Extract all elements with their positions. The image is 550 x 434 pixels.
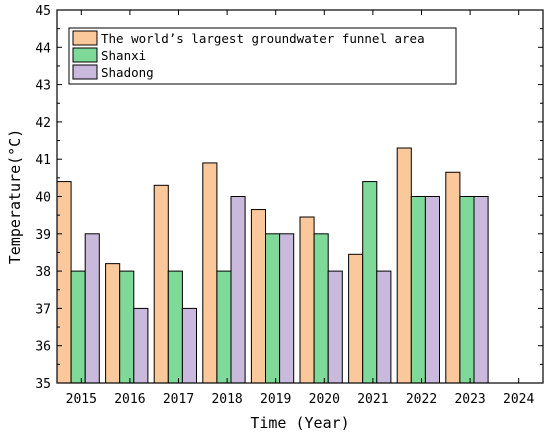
y-tick-label: 37 bbox=[35, 302, 51, 317]
y-tick-label: 41 bbox=[35, 153, 51, 168]
bars-layer bbox=[56, 147, 489, 384]
x-tick-label: 2015 bbox=[66, 392, 97, 407]
y-tick-label: 45 bbox=[35, 4, 51, 19]
legend-label-1: Shanxi bbox=[101, 48, 146, 63]
bar-2023-series-2 bbox=[473, 196, 489, 384]
legend-box bbox=[68, 27, 457, 85]
bar-2016-series-2 bbox=[133, 307, 149, 384]
bar-2018-series-1 bbox=[216, 270, 232, 384]
y-tick-label: 35 bbox=[35, 377, 51, 392]
bar-2021-series-0 bbox=[348, 253, 364, 384]
legend-swatch-2 bbox=[72, 64, 98, 80]
bar-2017-series-2 bbox=[181, 307, 197, 384]
x-tick-label: 2017 bbox=[163, 392, 194, 407]
legend-label-2: Shadong bbox=[101, 65, 154, 80]
bar-2022-series-1 bbox=[410, 196, 426, 384]
bar-2021-series-1 bbox=[362, 181, 378, 384]
bar-2015-series-0 bbox=[56, 181, 72, 384]
bar-2020-series-0 bbox=[299, 216, 315, 384]
legend-label-0: The world’s largest groundwater funnel a… bbox=[101, 31, 425, 46]
bar-2015-series-2 bbox=[84, 233, 100, 384]
x-tick-label: 2018 bbox=[211, 392, 242, 407]
x-tick-label: 2019 bbox=[260, 392, 291, 407]
y-tick-label: 42 bbox=[35, 116, 51, 131]
x-axis-title: Time (Year) bbox=[250, 414, 349, 432]
x-tick-label: 2016 bbox=[114, 392, 145, 407]
bar-2019-series-2 bbox=[279, 233, 295, 384]
y-tick-label: 38 bbox=[35, 265, 51, 280]
bar-2020-series-2 bbox=[327, 270, 343, 384]
bar-2023-series-0 bbox=[445, 171, 461, 384]
bar-2015-series-1 bbox=[70, 270, 86, 384]
x-tick-label: 2024 bbox=[503, 392, 534, 407]
bar-2020-series-1 bbox=[313, 233, 329, 384]
x-tick-label: 2023 bbox=[454, 392, 485, 407]
y-tick-label: 39 bbox=[35, 228, 51, 243]
y-tick-label: 43 bbox=[35, 79, 51, 94]
bar-2019-series-1 bbox=[265, 233, 281, 384]
y-axis-title: Temperature(°C) bbox=[6, 129, 24, 264]
bar-2016-series-0 bbox=[105, 263, 121, 384]
bar-2016-series-1 bbox=[119, 270, 135, 384]
bar-2017-series-0 bbox=[153, 184, 169, 384]
bar-2019-series-0 bbox=[250, 209, 266, 384]
bar-2022-series-2 bbox=[424, 196, 440, 384]
tick-labels-layer: 35 36 37 38 39 40 41 42 43 44 45 2015 2016 2017 2018 20… bbox=[35, 4, 534, 407]
bar-2021-series-2 bbox=[376, 270, 392, 384]
bar-2018-series-0 bbox=[202, 162, 218, 384]
y-tick-label: 36 bbox=[35, 340, 51, 355]
bar-2023-series-1 bbox=[459, 196, 475, 384]
bar-2022-series-0 bbox=[396, 147, 412, 384]
legend-swatch-1 bbox=[72, 47, 98, 63]
legend-swatch-0 bbox=[72, 30, 98, 46]
legend: The world’s largest groundwater funnel a… bbox=[68, 27, 457, 85]
x-tick-label: 2020 bbox=[309, 392, 340, 407]
y-tick-label: 40 bbox=[35, 191, 51, 206]
bar-2017-series-1 bbox=[167, 270, 183, 384]
y-tick-label: 44 bbox=[35, 41, 51, 56]
ticks-layer bbox=[57, 9, 543, 384]
x-tick-label: 2021 bbox=[357, 392, 388, 407]
bar-2018-series-2 bbox=[230, 196, 246, 384]
x-tick-label: 2022 bbox=[406, 392, 437, 407]
